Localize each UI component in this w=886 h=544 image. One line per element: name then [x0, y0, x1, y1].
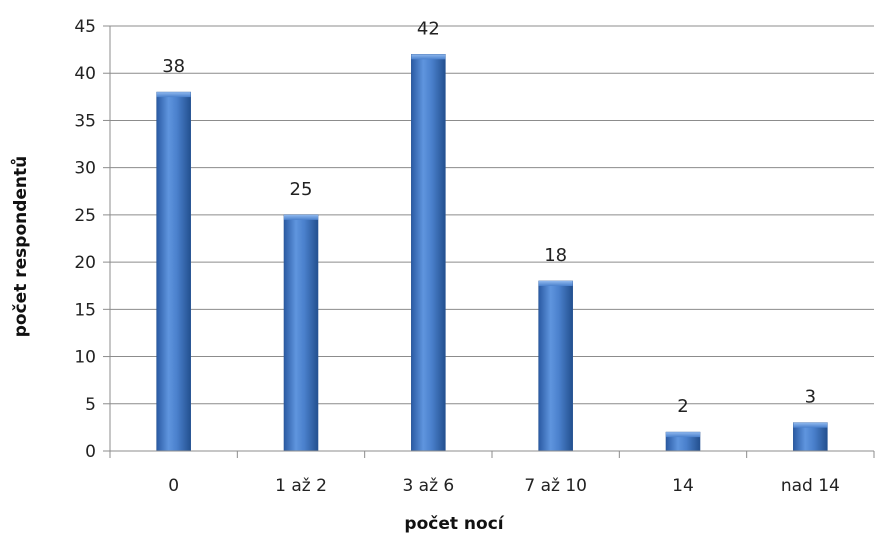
bar-group	[538, 280, 573, 452]
bars: 38 25 42 18 2 3	[156, 18, 828, 452]
y-tick-label: 40	[74, 64, 96, 84]
y-tick-label: 35	[74, 111, 96, 131]
x-tick-label: 0	[168, 476, 179, 496]
data-label: 42	[417, 18, 440, 39]
x-tick-label: nad 14	[781, 476, 840, 496]
y-tick-label: 0	[85, 442, 96, 462]
data-label: 38	[162, 56, 185, 77]
y-tick-label: 30	[74, 159, 96, 179]
x-tick-label: 3 až 6	[402, 476, 454, 496]
y-axis-ticks: 0 5 10 15 20 25 30 35 40 45	[74, 17, 110, 462]
y-tick-label: 20	[74, 253, 96, 273]
y-tick-label: 25	[74, 206, 96, 226]
y-tick-label: 5	[85, 395, 96, 415]
bar	[156, 91, 191, 452]
data-label: 18	[544, 245, 567, 266]
data-label: 2	[677, 396, 688, 417]
bar-cap	[538, 281, 573, 286]
data-label: 25	[290, 179, 313, 200]
bar-group	[283, 214, 319, 452]
bar-cap	[411, 54, 446, 60]
bar-group	[665, 431, 701, 452]
y-tick-label: 10	[74, 348, 96, 368]
y-tick-label: 45	[74, 17, 96, 37]
data-label: 3	[805, 387, 816, 408]
bar-group	[411, 54, 446, 452]
x-axis-title: počet nocí	[404, 514, 504, 534]
bar	[538, 280, 573, 452]
bar-cap	[793, 422, 828, 428]
y-axis-title: počet respondentů	[9, 156, 31, 338]
bar-group	[156, 91, 191, 452]
x-tick-label: 7 až 10	[524, 476, 587, 496]
bar	[411, 54, 446, 452]
bar-cap	[156, 92, 191, 98]
bar-group	[793, 422, 828, 452]
x-tick-label: 1 až 2	[275, 476, 327, 496]
x-tick-label: 14	[672, 476, 694, 496]
y-tick-label: 15	[74, 300, 96, 320]
bar-cap	[666, 432, 700, 438]
bar	[283, 214, 319, 452]
bar-cap	[284, 214, 318, 220]
gridlines	[110, 25, 874, 405]
x-axis-ticks: 0 1 až 2 3 až 6 7 až 10 14 nad 14	[109, 451, 875, 496]
